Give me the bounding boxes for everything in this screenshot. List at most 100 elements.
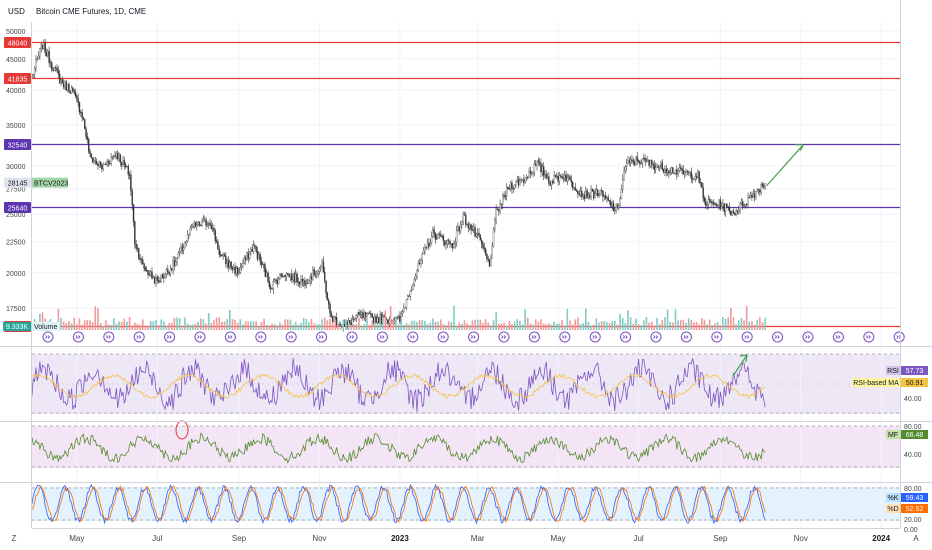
volume-bar [682,319,685,330]
volume-bar [614,320,616,330]
candle-body [378,317,380,324]
candle-body [97,163,99,167]
candle-body [685,171,687,173]
candle-body [60,79,62,83]
volume-bar [595,318,598,330]
candle-body [197,221,199,225]
stoch-k-value-badge [901,493,928,502]
candle-body [238,272,240,275]
candle-body [148,274,151,276]
volume-bar [62,321,65,330]
candle-body [308,280,310,284]
candle-body [751,194,753,198]
candle-body [537,160,540,163]
candle-body [520,179,522,181]
volume-bar [273,324,276,330]
candle-body [505,186,508,197]
volume-bar [730,308,732,330]
candle-body [64,81,66,88]
level-label: 41835 [8,77,28,84]
candle-body [293,273,296,282]
candle-body [192,226,194,228]
volume-bar [347,324,350,330]
volume-bar [439,319,442,330]
candle-body [300,278,302,285]
volume-bar [445,325,447,330]
volume-name-badge [32,322,60,331]
volume-bar [553,321,555,330]
volume-bar [41,312,44,330]
volume-bar [542,323,545,330]
y-tick-label: 35000 [6,123,26,130]
volume-bar [102,325,105,330]
volume-bar [513,321,516,330]
candle-body [674,169,677,174]
candle-body [632,160,634,163]
y-tick-label: 30000 [6,164,26,171]
volume-bar [608,322,611,330]
volume-bar [210,322,213,330]
mf-tick-label: 40.00 [904,452,922,459]
candle-body [362,312,364,319]
candle-body [524,177,526,183]
candle-body [346,322,348,325]
candle-body [622,179,624,190]
candle-body [235,268,238,274]
volume-bar [313,323,315,330]
volume-bar [674,309,677,330]
candle-body [465,215,467,225]
event-marker [589,331,601,343]
candle-body [571,181,574,188]
candle-body [653,165,656,170]
candle-body [118,154,120,160]
candle-body [349,320,351,323]
candle-body [295,273,297,282]
event-marker-glyph [197,335,203,339]
y-tick-label: 45000 [6,57,26,64]
candle-body [575,189,578,192]
candle-body [106,161,108,165]
event-marker [224,331,236,343]
candle-body [371,314,373,318]
event-markers[interactable] [42,331,905,343]
candle-body [574,187,576,191]
rsi-line [31,358,766,412]
volume-bar [310,318,313,330]
volume-bar [352,324,355,330]
candle-body [329,303,331,314]
candle-body [753,193,756,198]
candle-body [201,221,203,226]
candle-body [221,255,223,257]
candle-body [370,313,372,315]
candle-body [296,273,298,283]
volume-bar [321,319,323,330]
volume-bar [236,322,239,330]
candle-body [546,176,549,178]
candle-body [316,273,318,276]
volume-bar [606,322,608,330]
volume-bar [300,322,302,330]
volume-bar [516,319,519,330]
volume-bar [107,324,110,330]
forecast-arrow [766,144,804,187]
event-marker [194,331,206,343]
candle-body [244,257,247,260]
volume-bar [268,325,271,330]
candle-body [411,289,413,291]
candle-body [275,279,277,281]
event-marker [893,331,905,343]
volume-bar [548,323,550,330]
candle-body [412,284,414,290]
candle-body [538,162,541,164]
y-tick-label: 22500 [6,240,26,247]
candle-body [182,247,185,251]
candle-body [240,266,243,268]
volume-bar [540,319,542,330]
candle-body [607,197,609,201]
candle-body [691,178,694,180]
volume-bar [163,321,165,330]
candle-body [80,111,82,113]
event-marker [559,331,571,343]
